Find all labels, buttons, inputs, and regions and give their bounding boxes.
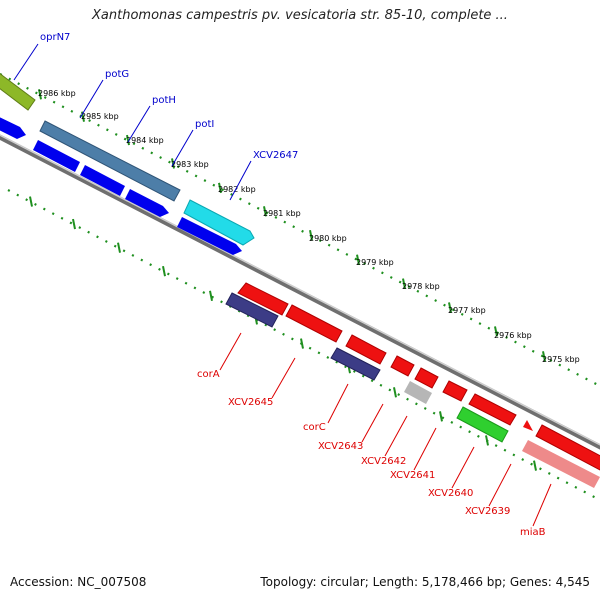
gene-label-reverse: corC bbox=[303, 422, 326, 433]
scale-track-inner bbox=[7, 189, 600, 501]
leader-line bbox=[219, 332, 242, 371]
gene-arrow-corA bbox=[237, 282, 289, 316]
scale-tick bbox=[218, 182, 222, 194]
gene-label-reverse: XCV2640 bbox=[428, 488, 473, 499]
leader-line bbox=[271, 357, 296, 399]
gene-arrow-potG bbox=[39, 120, 181, 202]
cds-arrow-miaB bbox=[522, 440, 600, 488]
scale-tick bbox=[309, 230, 313, 241]
scale-tick-label: 2986 kbp bbox=[38, 89, 76, 98]
leader-line bbox=[361, 403, 384, 443]
scale-tick-label: 2977 kbp bbox=[448, 306, 486, 315]
gene-arrow-XCV2645 bbox=[285, 304, 343, 343]
gene-arrow-miaB bbox=[535, 424, 600, 471]
cds-arrow-3 bbox=[80, 165, 125, 196]
genome-backbone bbox=[0, 134, 600, 450]
cds-arrow-5 bbox=[177, 217, 242, 255]
scale-tick bbox=[72, 218, 76, 230]
leader-line bbox=[13, 43, 39, 81]
cds-arrow-4 bbox=[125, 189, 169, 217]
scale-tick-label: 2982 kbp bbox=[218, 185, 256, 194]
gene-label-reverse: XCV2643 bbox=[318, 441, 363, 452]
scale-tick bbox=[29, 196, 33, 207]
scale-tick bbox=[356, 254, 360, 265]
scale-tick bbox=[209, 290, 213, 302]
leader-line bbox=[488, 463, 512, 507]
scale-tick bbox=[494, 326, 498, 337]
cds-arrow-XCV2642 bbox=[404, 381, 432, 404]
scale-tick bbox=[542, 351, 546, 362]
cds-arrow-XCV2640 bbox=[456, 406, 509, 443]
scale-tick bbox=[300, 338, 304, 349]
gene-label-forward: potI bbox=[195, 119, 214, 130]
leader-line bbox=[127, 105, 151, 143]
gene-arrow-XCV2641 bbox=[442, 380, 468, 402]
gene-arrow-XCV2643 bbox=[390, 355, 415, 377]
accession-text: Accession: NC_007508 bbox=[10, 575, 147, 589]
gene-label-reverse: corA bbox=[197, 369, 220, 380]
gene-label-forward: potG bbox=[105, 69, 129, 80]
gene-label-reverse: miaB bbox=[520, 527, 546, 538]
scale-tick bbox=[263, 206, 267, 217]
map-title: Xanthomonas campestris pv. vesicatoria s… bbox=[92, 8, 508, 23]
scale-tick-label: 2980 kbp bbox=[309, 234, 347, 243]
gene-label-forward: potH bbox=[152, 95, 176, 106]
cds-arrow-1 bbox=[0, 117, 26, 139]
leader-line bbox=[171, 129, 194, 167]
scale-tick-label: 2978 kbp bbox=[402, 282, 440, 291]
leader-line bbox=[384, 415, 408, 457]
summary-text: Topology: circular; Length: 5,178,466 bp… bbox=[260, 575, 590, 589]
gene-arrow-corC bbox=[345, 334, 387, 365]
gene-arrow-XCV2640 bbox=[468, 393, 517, 426]
scale-tick-label: 2979 kbp bbox=[356, 258, 394, 267]
scale-tick bbox=[126, 134, 130, 146]
gene-arrow-XCV2642 bbox=[414, 367, 439, 389]
leader-line bbox=[451, 446, 475, 489]
gene-label-reverse: XCV2641 bbox=[390, 470, 435, 481]
scale-tick-label: 2976 kbp bbox=[494, 331, 532, 340]
scale-tick bbox=[117, 242, 121, 253]
gene-label-reverse: XCV2639 bbox=[465, 506, 510, 517]
leader-line bbox=[79, 79, 104, 119]
scale-tick bbox=[485, 435, 489, 446]
leader-line bbox=[413, 427, 437, 471]
gene-label-forward: oprN7 bbox=[40, 32, 70, 43]
scale-tick bbox=[402, 278, 406, 289]
gene-arrow-oprN7 bbox=[0, 73, 36, 111]
scale-tick-label: 2984 kbp bbox=[126, 136, 164, 145]
scale-tick-label: 2975 kbp bbox=[542, 355, 580, 364]
gene-label-reverse: XCV2642 bbox=[361, 456, 406, 467]
gene-label-reverse: XCV2645 bbox=[228, 397, 273, 408]
cds-arrow-corC bbox=[330, 347, 381, 381]
scale-tick-label: 2981 kbp bbox=[263, 209, 301, 218]
cds-arrow-corA bbox=[225, 292, 279, 328]
leader-line bbox=[229, 160, 252, 201]
leader-line bbox=[532, 483, 552, 527]
scale-tick bbox=[393, 387, 397, 398]
gene-label-forward: XCV2647 bbox=[253, 150, 298, 161]
scale-tick bbox=[533, 460, 537, 471]
gene-arrow-XCV2639 bbox=[523, 420, 533, 431]
scale-tick bbox=[38, 89, 42, 100]
scale-tick-label: 2985 kbp bbox=[81, 112, 119, 121]
scale-tick bbox=[439, 411, 443, 422]
scale-tick bbox=[448, 302, 452, 313]
cds-arrow-2 bbox=[33, 140, 80, 172]
scale-tick-label: 2983 kbp bbox=[171, 160, 209, 169]
scale-tick bbox=[162, 266, 166, 277]
leader-line bbox=[327, 383, 349, 424]
gene-arrow-XCV2647 bbox=[183, 199, 255, 246]
